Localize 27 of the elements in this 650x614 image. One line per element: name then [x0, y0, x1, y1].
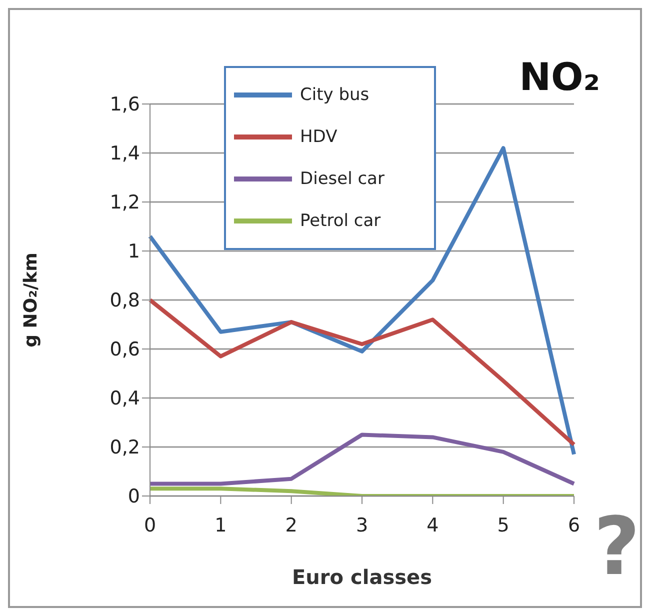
y-tick-label: 0: [128, 486, 140, 508]
line-series: [148, 146, 576, 456]
y-tick-label: 0,8: [110, 290, 140, 312]
chart-title: NO₂: [519, 55, 600, 99]
y-tick-label: 1,6: [110, 94, 140, 116]
y-tick-label: 1,2: [110, 192, 140, 214]
x-tick-label: 5: [497, 514, 510, 536]
x-tick-label: 2: [285, 514, 298, 536]
y-tick-label: 0,2: [110, 436, 140, 459]
y-axis-title: g NO₂/km: [20, 252, 42, 348]
y-tick-label: 0,4: [110, 388, 140, 410]
x-tick-label: 3: [356, 514, 368, 536]
x-tick-label: 6: [568, 514, 580, 536]
legend-label: Diesel car: [300, 169, 384, 189]
legend-label: HDV: [300, 127, 338, 147]
legend-label: City bus: [300, 85, 370, 105]
line-series: [148, 298, 576, 447]
x-tick-label: 0: [144, 514, 156, 536]
y-tick-label: 1: [128, 240, 140, 263]
legend-label: Petrol car: [300, 211, 381, 231]
x-tick-label: 4: [426, 514, 439, 536]
x-axis-title: Euro classes: [292, 565, 432, 589]
line-series: [148, 432, 576, 486]
text: ?: [594, 500, 640, 593]
y-tick-label: 1,4: [110, 142, 140, 165]
y-tick-label: 0,6: [110, 338, 140, 361]
x-tick-label: 1: [214, 514, 227, 536]
